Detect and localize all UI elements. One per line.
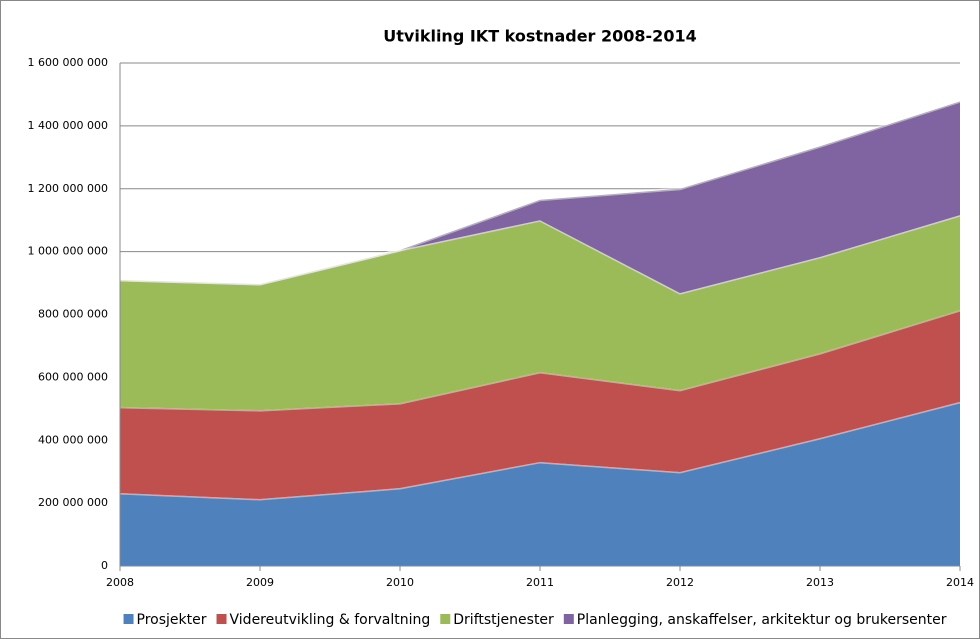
x-tick-label: 2009	[246, 576, 274, 589]
area	[120, 101, 960, 294]
y-tick-label: 1 200 000 000	[28, 182, 108, 195]
x-tick-label: 2008	[106, 576, 134, 589]
chart-title: Utvikling IKT kostnader 2008-2014	[383, 27, 696, 46]
legend-label: Planlegging, anskaffelser, arkitektur og…	[577, 612, 947, 628]
legend-swatch	[440, 614, 451, 624]
y-tick-label: 0	[101, 559, 108, 572]
area-edge	[119, 99, 961, 286]
legend-swatch	[216, 614, 227, 624]
legend-swatch	[123, 614, 134, 624]
area	[120, 401, 960, 566]
x-tick-label: 2013	[806, 576, 834, 589]
y-tick-label: 800 000 000	[38, 308, 108, 321]
legend: Prosjekter Videreutvikling & forvaltning D…	[123, 612, 947, 628]
legend-swatch	[563, 614, 574, 624]
y-tick-label: 1 400 000 000	[28, 119, 108, 132]
area	[120, 310, 960, 500]
y-tick-label: 1 600 000 000	[28, 56, 108, 69]
x-tick-label: 2011	[526, 576, 554, 589]
y-tick-label: 1 000 000 000	[28, 245, 108, 258]
x-tick-label: 2014	[946, 576, 974, 589]
y-tick-label: 400 000 000	[38, 433, 108, 446]
y-tick-label: 200 000 000	[38, 496, 108, 509]
legend-label: Prosjekter	[137, 612, 207, 628]
x-tick-label: 2010	[386, 576, 414, 589]
legend-label: Videreutvikling & forvaltning	[230, 612, 431, 628]
y-tick-label: 600 000 000	[38, 370, 108, 383]
legend-label: Driftstjenester	[453, 612, 554, 628]
x-tick-label: 2012	[666, 576, 694, 589]
area	[120, 215, 960, 411]
